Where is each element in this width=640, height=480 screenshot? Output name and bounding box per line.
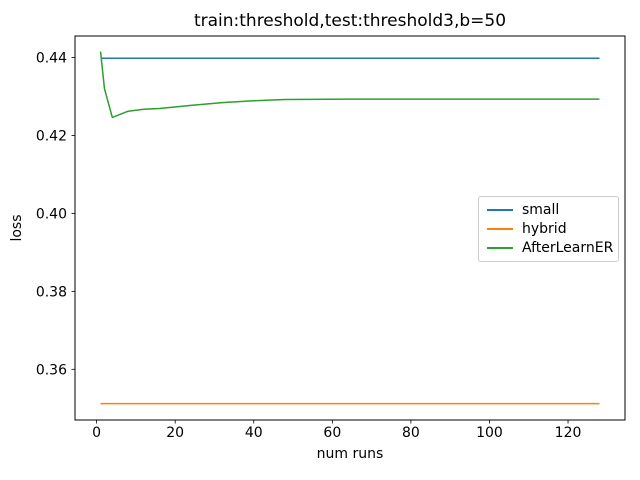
y-tick-label: 0.44: [36, 50, 67, 66]
legend: small hybrid AfterLearnER: [478, 196, 619, 262]
x-tick-label: 120: [555, 425, 582, 441]
series-line-afterlearner: [99, 51, 600, 119]
legend-label-afterlearner: AfterLearnER: [522, 240, 614, 257]
legend-label-small: small: [522, 201, 560, 218]
x-tick-label: 0: [92, 425, 101, 441]
x-tick-label: 40: [245, 425, 263, 441]
x-tick-label: 100: [476, 425, 503, 441]
legend-item-small: small: [487, 203, 610, 217]
legend-line-hybrid: [487, 227, 513, 230]
y-tick-label: 0.40: [36, 206, 67, 222]
y-tick-label: 0.36: [36, 362, 67, 378]
y-tick-label: 0.38: [36, 284, 67, 300]
y-tick-label: 0.42: [36, 128, 67, 144]
legend-label-hybrid: hybrid: [522, 220, 567, 237]
legend-item-hybrid: hybrid: [487, 222, 610, 236]
x-tick-label: 20: [166, 425, 184, 441]
chart-title: train:threshold,test:threshold3,b=50: [193, 11, 507, 31]
x-axis-label: num runs: [316, 446, 384, 462]
x-tick-label: 80: [402, 425, 420, 441]
legend-item-afterlearner: AfterLearnER: [487, 240, 614, 257]
y-axis-label: loss: [9, 214, 25, 242]
legend-line-small: [487, 208, 513, 211]
legend-line-afterlearner: [487, 247, 513, 250]
axes-frame: [74, 35, 626, 421]
x-tick-label: 60: [323, 425, 341, 441]
